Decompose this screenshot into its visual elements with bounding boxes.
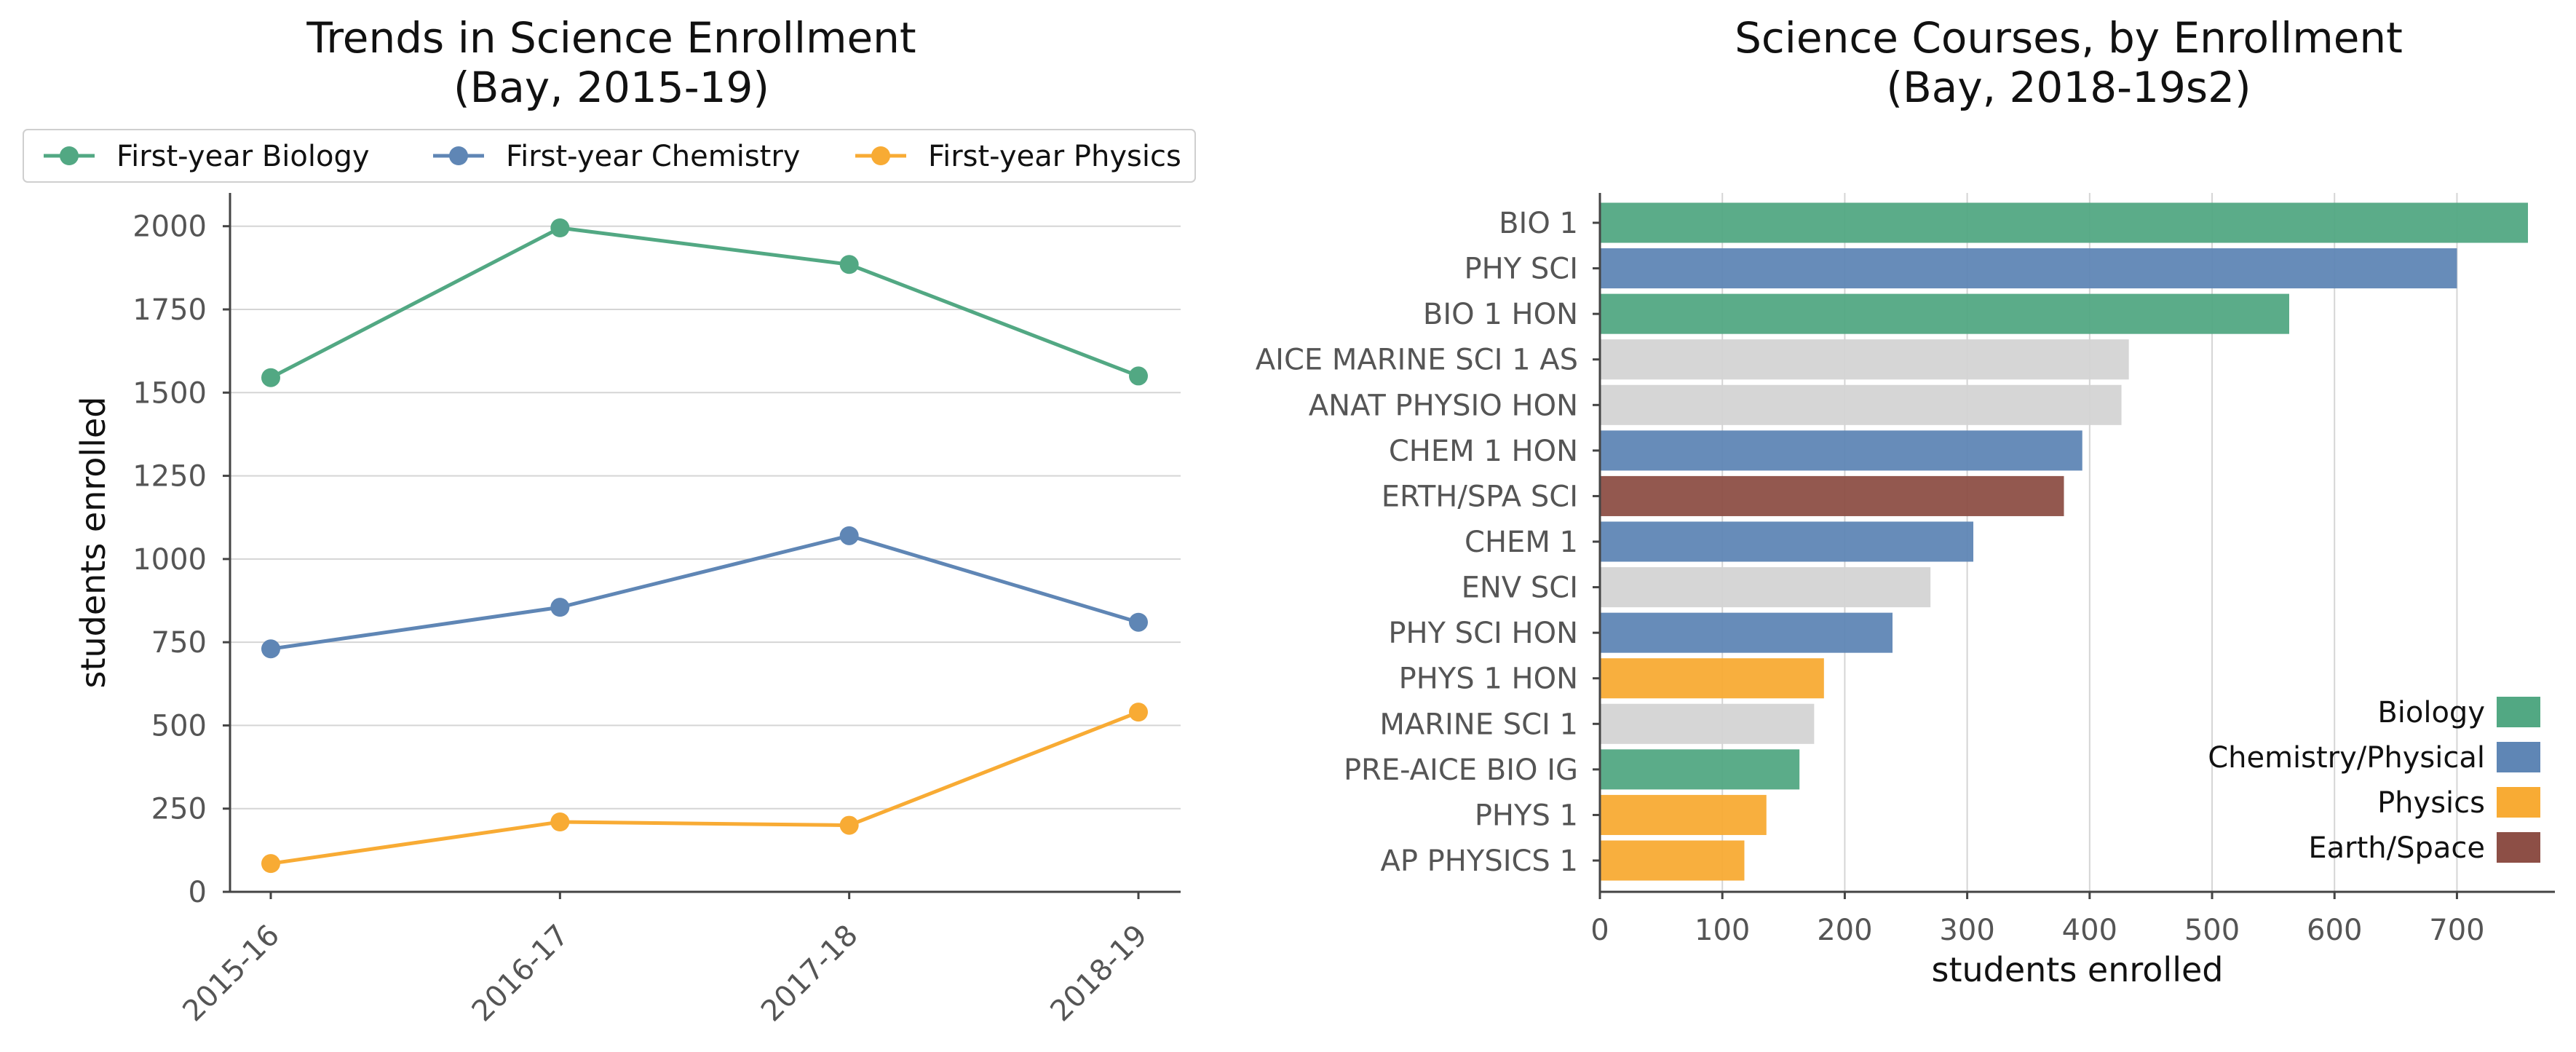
bar-aice-marine-sci-1-as xyxy=(1600,339,2129,380)
bar-chem-1 xyxy=(1600,521,1974,562)
point-first-year-chemistry-2016-17 xyxy=(550,598,570,617)
bar-phy-sci xyxy=(1600,248,2457,289)
line-chart-series xyxy=(261,218,1148,874)
line-chart-x-ticks: 2015-16 2016-17 2017-18 2018-19 xyxy=(176,892,1154,1028)
legend-marker-first-year-chemistry xyxy=(449,146,468,165)
point-first-year-chemistry-2017-18 xyxy=(839,526,859,545)
series-line-first-year-biology xyxy=(269,226,1139,379)
x-tick-label-100: 100 xyxy=(1695,914,1750,947)
bar-chart-x-ticks: 0 100 200 300 400 500 600 700 xyxy=(1590,892,2485,947)
x-tick-label-700: 700 xyxy=(2429,914,2484,947)
x-tick-label-500: 500 xyxy=(2184,914,2240,947)
legend-swatch-chemistry-physical xyxy=(2497,742,2540,772)
bar-phys-1 xyxy=(1600,794,1767,835)
y-tick-label-0: 0 xyxy=(189,876,207,909)
legend-label-first-year-biology: First-year Biology xyxy=(116,140,370,173)
legend-marker-first-year-physics xyxy=(871,146,890,165)
line-chart-gridlines xyxy=(230,225,1181,810)
x-tick-label-2018-19: 2018-19 xyxy=(1044,919,1154,1029)
x-tick-label-2017-18: 2017-18 xyxy=(755,919,865,1029)
x-tick-label-2015-16: 2015-16 xyxy=(176,919,286,1029)
category-label-bio-1-hon: BIO 1 HON xyxy=(1423,298,1578,331)
y-tick-label-500: 500 xyxy=(151,709,207,743)
bar-chart-category-labels: BIO 1 PHY SCI BIO 1 HON AICE MARINE SCI 1 A… xyxy=(1256,207,1600,878)
legend-label-physics: Physics xyxy=(2377,786,2485,820)
line-chart-y-ticks: 0 250 500 750 1000 1250 1500 1750 2000 xyxy=(132,210,230,909)
point-first-year-biology-2015-16 xyxy=(261,368,280,387)
category-label-ap-physics-1: AP PHYSICS 1 xyxy=(1380,845,1578,878)
bar-chart-title-line2: (Bay, 2018-19s2) xyxy=(1886,63,2251,112)
category-label-chem-1-hon: CHEM 1 HON xyxy=(1389,435,1578,468)
x-tick-label-0: 0 xyxy=(1590,914,1609,947)
y-tick-label-1000: 1000 xyxy=(132,543,207,577)
line-chart-trends: Trends in Science Enrollment (Bay, 2015-… xyxy=(23,13,1196,1028)
legend-label-first-year-physics: First-year Physics xyxy=(928,140,1181,173)
legend-label-first-year-chemistry: First-year Chemistry xyxy=(506,140,800,173)
category-label-phy-sci: PHY SCI xyxy=(1465,253,1578,286)
y-tick-label-1250: 1250 xyxy=(132,460,207,494)
category-label-phy-sci-hon: PHY SCI HON xyxy=(1388,617,1578,650)
line-chart-title-line2: (Bay, 2015-19) xyxy=(453,63,769,112)
bar-chart-bars xyxy=(1600,202,2528,881)
bar-chart-title-line1: Science Courses, by Enrollment xyxy=(1735,13,2403,63)
series-line-first-year-physics xyxy=(270,710,1139,866)
bar-bio-1-hon xyxy=(1600,293,2289,334)
category-label-phys-1-hon: PHYS 1 HON xyxy=(1399,663,1578,696)
bar-marine-sci-1 xyxy=(1600,703,1815,744)
bar-bio-1 xyxy=(1600,202,2528,243)
point-first-year-biology-2018-19 xyxy=(1129,366,1148,386)
x-tick-label-300: 300 xyxy=(1939,914,1994,947)
category-label-chem-1: CHEM 1 xyxy=(1465,526,1578,559)
point-first-year-biology-2016-17 xyxy=(550,218,570,237)
point-first-year-physics-2016-17 xyxy=(550,812,570,831)
category-label-marine-sci-1: MARINE SCI 1 xyxy=(1379,708,1578,741)
category-label-phys-1: PHYS 1 xyxy=(1475,799,1578,832)
category-label-pre-aice-bio-ig: PRE-AICE BIO IG xyxy=(1344,754,1578,787)
bar-chart-x-axis-label: students enrolled xyxy=(1932,950,2224,989)
y-tick-label-2000: 2000 xyxy=(132,210,207,244)
bar-anat-physio-hon xyxy=(1600,384,2122,425)
y-tick-label-250: 250 xyxy=(151,793,207,826)
point-first-year-physics-2017-18 xyxy=(839,815,859,835)
legend-label-earth-space: Earth/Space xyxy=(2308,831,2485,865)
x-tick-label-400: 400 xyxy=(2062,914,2117,947)
legend-label-biology: Biology xyxy=(2377,696,2485,729)
point-first-year-physics-2015-16 xyxy=(261,854,280,874)
x-tick-label-2016-17: 2016-17 xyxy=(466,919,576,1029)
category-label-anat-physio-hon: ANAT PHYSIO HON xyxy=(1309,389,1578,422)
bar-env-sci xyxy=(1600,567,1931,608)
point-first-year-physics-2018-19 xyxy=(1129,703,1148,722)
line-chart-y-axis-label: students enrolled xyxy=(74,397,113,689)
bar-pre-aice-bio-ig xyxy=(1600,749,1800,790)
legend-label-chemistry-physical: Chemistry/Physical xyxy=(2208,741,2485,775)
series-line-first-year-chemistry xyxy=(270,534,1139,651)
legend-swatch-biology xyxy=(2497,697,2540,727)
legend-swatch-earth-space xyxy=(2497,832,2540,863)
bar-chart-courses: Science Courses, by Enrollment (Bay, 201… xyxy=(1256,13,2555,989)
category-label-aice-marine-sci-1-as: AICE MARINE SCI 1 AS xyxy=(1256,344,1578,377)
legend-frame xyxy=(23,129,1196,183)
y-tick-label-1750: 1750 xyxy=(132,293,207,327)
y-tick-label-750: 750 xyxy=(151,626,207,660)
bar-phys-1-hon xyxy=(1600,658,1824,699)
x-tick-label-600: 600 xyxy=(2307,914,2362,947)
bar-chart-legend: Biology Chemistry/Physical Physics Earth/Sp… xyxy=(2208,696,2540,865)
legend-marker-first-year-biology xyxy=(60,146,79,165)
point-first-year-chemistry-2015-16 xyxy=(261,639,280,659)
category-label-erth-spa-sci: ERTH/SPA SCI xyxy=(1382,480,1578,513)
category-label-bio-1: BIO 1 xyxy=(1499,207,1578,240)
legend-swatch-physics xyxy=(2497,787,2540,818)
x-tick-label-200: 200 xyxy=(1817,914,1872,947)
point-first-year-biology-2017-18 xyxy=(839,255,859,274)
bar-chem-1-hon xyxy=(1600,430,2082,471)
bar-ap-physics-1 xyxy=(1600,840,1745,881)
bar-erth-spa-sci xyxy=(1600,475,2064,516)
line-chart-legend: First-year Biology First-year Chemistry Fi… xyxy=(23,129,1196,183)
line-chart-title-line1: Trends in Science Enrollment xyxy=(306,13,916,63)
bar-phy-sci-hon xyxy=(1600,612,1893,653)
category-label-env-sci: ENV SCI xyxy=(1462,572,1578,605)
point-first-year-chemistry-2018-19 xyxy=(1129,612,1148,632)
y-tick-label-1500: 1500 xyxy=(132,376,207,410)
